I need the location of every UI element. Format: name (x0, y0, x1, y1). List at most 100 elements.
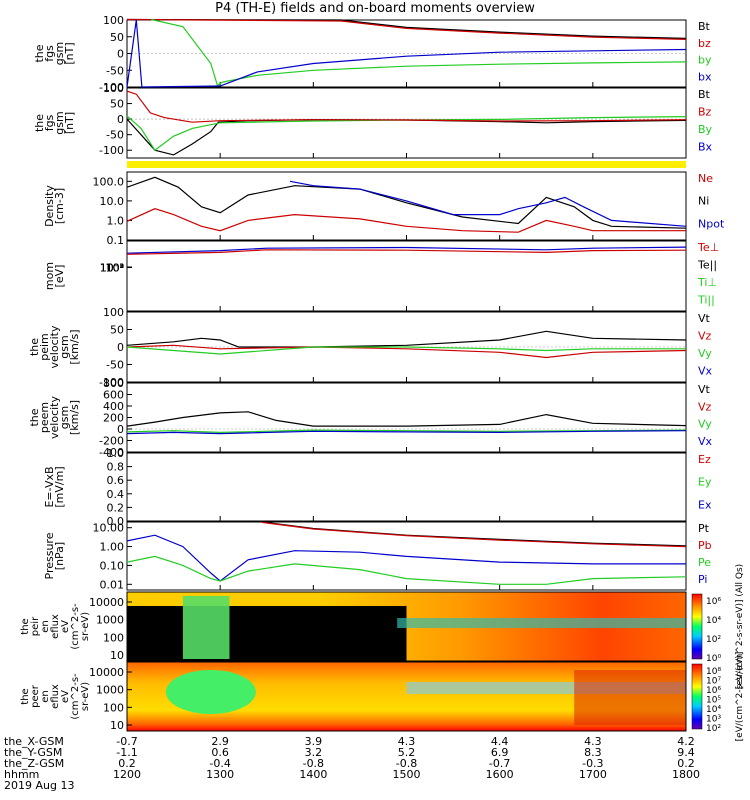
y-axis-label: [eV] (53, 265, 66, 288)
series-by (151, 18, 687, 87)
footer-row-label: the_Y-GSM (4, 746, 62, 759)
y-tick-label: 100 (103, 82, 124, 95)
y-tick-label: 0.10 (100, 559, 125, 572)
y-axis-label: gsm (53, 111, 66, 134)
y-tick-label: 800 (103, 377, 124, 390)
y-tick-label: -200 (99, 435, 124, 448)
footer-value: 9.4 (677, 746, 695, 759)
y-axis-label: the (33, 114, 46, 132)
series-Bt (126, 18, 687, 39)
y-axis-label: [km/s] (68, 400, 81, 435)
y-tick-label: 50 (110, 98, 124, 111)
legend-Vy: Vy (698, 418, 712, 431)
panel-frame (126, 240, 687, 312)
legend-by: by (698, 54, 712, 67)
y-tick-label: 10² (106, 261, 124, 274)
footer-date: 2019 Aug 13 (4, 779, 74, 792)
y-tick-label: 10³ (106, 261, 124, 274)
y-axis-label: gsm (58, 406, 71, 429)
y-tick-label: 400 (103, 400, 124, 413)
footer-value: 8.3 (584, 746, 602, 759)
panel-frame (126, 452, 687, 522)
y-tick-label: 0.4 (107, 488, 125, 501)
series-Ti (126, 246, 687, 254)
series-Vt (126, 411, 687, 427)
legend-Vy: Vy (698, 347, 712, 360)
y-axis-label: the (20, 618, 31, 634)
footer-value: 0.2 (677, 757, 695, 770)
legend-Npot: Npot (698, 217, 725, 230)
y-tick-label: 50 (110, 31, 124, 44)
y-axis-label: sr-eV) (80, 682, 91, 711)
y-axis-label: the (20, 688, 31, 704)
y-tick-label: 0 (117, 423, 124, 436)
colorbar-tick-label: 10⁵ (706, 696, 721, 706)
y-tick-label: 10.0 (100, 195, 125, 208)
series-Ne (126, 208, 686, 233)
y-tick-label: -400 (99, 446, 124, 459)
footer-value: -0.7 (489, 757, 510, 770)
y-axis-label: peer (30, 684, 41, 708)
series-Pi (126, 534, 686, 582)
colorbar-label: [eV/(cm^2-s-sr-eV)] (All Qs) (735, 564, 745, 689)
footer-value: 3.9 (305, 735, 323, 748)
panel-efield: 1.00.80.60.40.20.0 E=-VxB[mV/m] Ez Ey Ex (43, 447, 712, 528)
y-tick-label: 0.01 (100, 578, 125, 591)
y-tick-label: 10⁻³ (100, 261, 124, 274)
flag-bar (127, 161, 686, 168)
y-axis-label: Density (43, 185, 56, 227)
footer-value: -1.1 (116, 746, 137, 759)
spectrogram-peer: 10000 1000 100 10 the peer en eflux eV (cm^2-s-sr… (20, 652, 745, 742)
y-tick-label: 1.0 (107, 447, 125, 460)
footer-value: 4.4 (491, 735, 509, 748)
y-axis-label: [cm-3] (53, 188, 66, 224)
legend-Ex: Ex (698, 498, 712, 511)
y-tick-label: 0 (117, 341, 124, 354)
y-tick-label: 0.2 (107, 501, 125, 514)
legend-Pb: Pb (698, 539, 712, 552)
y-axis-label: the (28, 338, 41, 356)
y-tick-label: 10000 (89, 666, 124, 679)
series-By (126, 115, 687, 152)
footer-value: -0.7 (116, 735, 137, 748)
y-tick-label: 0.0 (107, 515, 125, 528)
legend-Bz: Bz (698, 106, 712, 119)
legend-Vz: Vz (698, 330, 712, 343)
y-tick-label: 600 (103, 389, 124, 402)
legend-Vx: Vx (698, 435, 713, 448)
y-axis-label: peim (38, 333, 51, 361)
y-tick-label: 1.0 (107, 214, 125, 227)
footer-row-label: the_X-GSM (4, 735, 64, 748)
y-axis-label: (cm^2-s- (70, 673, 81, 720)
y-axis-label: eV (60, 690, 71, 703)
footer-value: 4.2 (677, 735, 695, 748)
y-tick-label: 10 (110, 649, 124, 662)
y-tick-label: -50 (106, 129, 124, 142)
colorbar (691, 663, 703, 730)
y-tick-label: 10.00 (93, 522, 125, 535)
y-axis-label: eV (60, 620, 71, 633)
legend-Te⊥: Te⊥ (697, 241, 719, 254)
y-tick-label: 1000 (96, 684, 124, 697)
colorbar-tick-label: 10² (706, 635, 721, 645)
y-tick-label: -100 (99, 81, 124, 94)
y-tick-label: 0.1 (107, 234, 125, 247)
footer-value: 0.6 (211, 746, 229, 759)
colorbar-tick-label: 10⁸ (706, 667, 721, 677)
panel-frame (126, 19, 687, 88)
y-axis-label: fgs (43, 45, 56, 62)
legend-Vx: Vx (698, 365, 713, 378)
y-tick-label: -100 (99, 376, 124, 389)
footer-row-label: hhmm (4, 768, 39, 781)
legend-bz: bz (698, 37, 711, 50)
y-axis-label: sr-eV) (80, 612, 91, 641)
panel-frame (126, 171, 687, 241)
y-tick-label: -50 (106, 359, 124, 372)
footer-value: 1600 (486, 768, 514, 781)
series-Vy (126, 346, 686, 355)
legend-By: By (698, 123, 713, 136)
